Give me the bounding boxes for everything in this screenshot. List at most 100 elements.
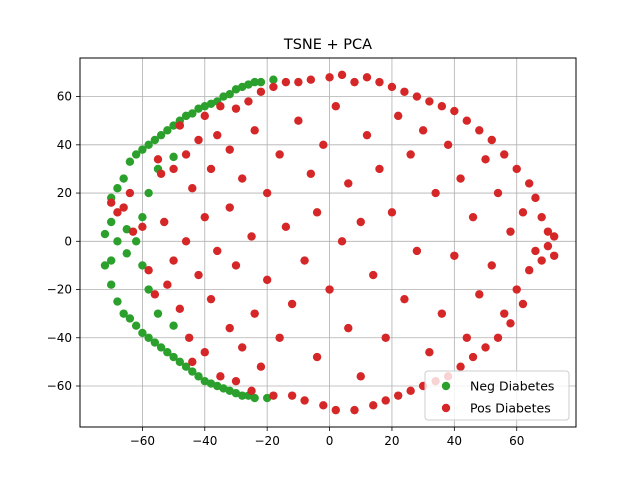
pos-diabetes-point xyxy=(319,401,328,410)
neg-diabetes-point xyxy=(169,121,178,130)
neg-diabetes-point xyxy=(131,321,141,330)
x-tick-label: −60 xyxy=(130,434,155,448)
pos-diabetes-point xyxy=(225,145,234,154)
pos-diabetes-point xyxy=(487,261,496,270)
pos-diabetes-point xyxy=(456,174,465,183)
pos-diabetes-point xyxy=(456,362,465,371)
pos-diabetes-point xyxy=(200,348,209,357)
neg-diabetes-point xyxy=(100,261,110,270)
neg-diabetes-point xyxy=(122,249,131,258)
pos-diabetes-point xyxy=(175,304,185,314)
pos-diabetes-point xyxy=(262,275,272,285)
pos-diabetes-point xyxy=(393,111,403,121)
pos-diabetes-point xyxy=(175,121,185,130)
neg-diabetes-point xyxy=(150,135,160,145)
y-tick-label: 60 xyxy=(57,90,72,104)
pos-diabetes-point xyxy=(231,261,241,270)
neg-diabetes-point xyxy=(169,321,178,330)
neg-diabetes-point xyxy=(163,348,172,357)
pos-diabetes-point xyxy=(468,352,478,362)
x-tick-label: 40 xyxy=(447,434,462,448)
pos-diabetes-point xyxy=(181,237,191,246)
neg-diabetes-point xyxy=(269,75,278,84)
pos-diabetes-point xyxy=(481,343,490,352)
pos-diabetes-point xyxy=(144,266,153,275)
pos-diabetes-point xyxy=(543,241,553,251)
neg-diabetes-point xyxy=(163,126,172,135)
neg-diabetes-point xyxy=(144,188,153,198)
pos-diabetes-point xyxy=(344,323,353,333)
pos-diabetes-point xyxy=(113,208,122,217)
pos-diabetes-point xyxy=(128,227,138,236)
pos-diabetes-point xyxy=(138,222,147,232)
pos-diabetes-point xyxy=(369,401,378,410)
pos-diabetes-point xyxy=(184,333,194,342)
pos-diabetes-point xyxy=(493,333,503,342)
y-tick-label: 40 xyxy=(57,138,72,152)
pos-diabetes-point xyxy=(400,87,409,96)
neg-diabetes-point xyxy=(113,237,122,246)
pos-diabetes-point xyxy=(487,135,496,145)
pos-diabetes-point xyxy=(160,217,169,227)
y-tick-label: −40 xyxy=(47,331,72,345)
pos-diabetes-point xyxy=(269,82,278,92)
y-tick-label: 0 xyxy=(64,234,72,248)
pos-diabetes-point xyxy=(381,396,390,405)
pos-diabetes-point xyxy=(213,246,222,256)
pos-diabetes-point xyxy=(425,348,434,357)
pos-diabetes-point xyxy=(169,256,178,265)
pos-diabetes-point xyxy=(493,188,503,198)
pos-diabetes-point xyxy=(500,150,509,159)
x-tick-label: 20 xyxy=(384,434,399,448)
neg-diabetes-point xyxy=(181,362,191,371)
pos-diabetes-point xyxy=(250,309,259,318)
pos-diabetes-point xyxy=(375,77,384,87)
pos-diabetes-point xyxy=(331,102,340,111)
pos-diabetes-point xyxy=(549,232,559,241)
pos-diabetes-point xyxy=(119,203,128,212)
pos-diabetes-point xyxy=(312,352,322,362)
chart-title: TSNE + PCA xyxy=(283,37,372,53)
pos-diabetes-point xyxy=(387,208,397,217)
pos-diabetes-point xyxy=(443,140,453,150)
neg-diabetes-point xyxy=(188,367,197,376)
neg-diabetes-point xyxy=(131,237,141,246)
pos-diabetes-point xyxy=(206,294,216,304)
neg-diabetes-point xyxy=(169,352,178,362)
pos-diabetes-point xyxy=(200,111,209,121)
pos-diabetes-point xyxy=(344,179,353,188)
pos-diabetes-point xyxy=(362,73,372,82)
neg-diabetes-point xyxy=(138,328,147,338)
legend-box xyxy=(424,370,570,421)
pos-diabetes-point xyxy=(412,246,422,256)
pos-diabetes-point xyxy=(525,179,534,188)
pos-diabetes-point xyxy=(269,391,278,400)
x-tick-label: −40 xyxy=(192,434,217,448)
neg-diabetes-point xyxy=(131,150,141,159)
legend-marker xyxy=(441,403,451,413)
pos-diabetes-point xyxy=(194,135,203,145)
pos-diabetes-point xyxy=(125,188,135,198)
pos-diabetes-point xyxy=(549,251,559,260)
neg-diabetes-point xyxy=(238,391,247,400)
pos-diabetes-point xyxy=(331,405,340,415)
pos-diabetes-point xyxy=(216,372,225,381)
pos-diabetes-point xyxy=(462,116,472,125)
pos-diabetes-point xyxy=(250,126,259,135)
pos-diabetes-point xyxy=(312,208,322,217)
pos-diabetes-point xyxy=(475,290,484,299)
neg-diabetes-point xyxy=(113,184,122,193)
pos-diabetes-point xyxy=(506,227,515,236)
pos-diabetes-point xyxy=(481,155,490,164)
pos-diabetes-point xyxy=(300,256,309,265)
pos-diabetes-point xyxy=(206,164,216,174)
neg-diabetes-point xyxy=(250,393,259,403)
pos-diabetes-point xyxy=(387,82,397,92)
pos-diabetes-point xyxy=(400,294,409,304)
pos-diabetes-point xyxy=(437,102,447,111)
pos-diabetes-point xyxy=(188,357,197,367)
legend-marker xyxy=(441,381,451,391)
pos-diabetes-point xyxy=(500,309,509,318)
neg-diabetes-point xyxy=(225,89,234,99)
pos-diabetes-point xyxy=(225,323,234,333)
